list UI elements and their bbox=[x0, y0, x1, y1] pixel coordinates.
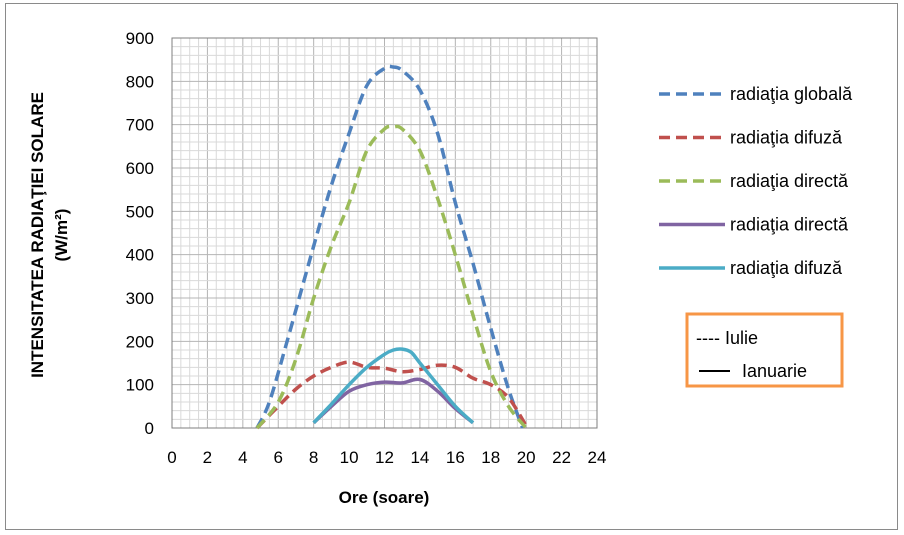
plot-area-border bbox=[171, 37, 598, 429]
x-tick-label: 0 bbox=[167, 448, 176, 467]
x-tick-label: 8 bbox=[309, 448, 318, 467]
series-line-3 bbox=[255, 124, 528, 430]
x-tick-label: 4 bbox=[238, 448, 247, 467]
x-tick-label: 10 bbox=[340, 448, 359, 467]
y-tick-label: 700 bbox=[126, 116, 154, 135]
legend-label-1: radiaţia globală bbox=[730, 84, 853, 104]
note-iulie: ---- Iulie bbox=[696, 328, 758, 348]
series-line-5 bbox=[312, 347, 475, 425]
note-ianuarie: Ianuarie bbox=[742, 361, 807, 381]
x-tick-label: 20 bbox=[517, 448, 536, 467]
x-tick-label: 22 bbox=[552, 448, 571, 467]
legend: radiaţia globală radiaţia difuză radiaţia … bbox=[659, 84, 853, 278]
x-axis-title: Ore (soare) bbox=[339, 488, 430, 507]
grid bbox=[171, 37, 598, 429]
month-note-box: ---- Iulie Ianuarie bbox=[685, 312, 844, 388]
y-tick-label: 400 bbox=[126, 246, 154, 265]
y-axis-title-line1: INTENSITATEA RADIAŢIEI SOLARE bbox=[28, 92, 47, 378]
y-tick-label: 800 bbox=[126, 72, 154, 91]
y-tick-label: 900 bbox=[126, 29, 154, 48]
y-axis-title: INTENSITATEA RADIAŢIEI SOLARE (W/m²) bbox=[28, 92, 71, 378]
series-lines bbox=[255, 64, 528, 430]
legend-label-3: radiaţia directă bbox=[730, 171, 849, 191]
y-tick-label: 300 bbox=[126, 289, 154, 308]
series-line-4 bbox=[312, 377, 475, 425]
y-tick-label: 0 bbox=[145, 419, 154, 438]
x-tick-label: 18 bbox=[481, 448, 500, 467]
x-axis-ticks: 0 2 4 6 8 10 12 14 16 18 20 22 24 bbox=[167, 448, 606, 467]
legend-label-4: radiaţia directă bbox=[730, 215, 849, 235]
legend-label-2: radiaţia difuză bbox=[730, 128, 843, 148]
y-tick-label: 600 bbox=[126, 159, 154, 178]
series-line-1 bbox=[255, 64, 525, 429]
month-note-border bbox=[685, 312, 844, 388]
y-axis-title-line2: (W/m²) bbox=[52, 209, 71, 262]
x-tick-label: 12 bbox=[375, 448, 394, 467]
y-axis-ticks: 0 100 200 300 400 500 600 700 800 900 bbox=[126, 29, 154, 438]
x-tick-label: 16 bbox=[446, 448, 465, 467]
x-tick-label: 2 bbox=[203, 448, 212, 467]
y-tick-label: 200 bbox=[126, 332, 154, 351]
y-tick-label: 100 bbox=[126, 376, 154, 395]
chart-frame bbox=[5, 3, 898, 530]
legend-label-5: radiaţia difuză bbox=[730, 258, 843, 278]
series-line-2 bbox=[255, 360, 528, 430]
x-tick-label: 14 bbox=[410, 448, 429, 467]
x-tick-label: 6 bbox=[274, 448, 283, 467]
x-tick-label: 24 bbox=[588, 448, 607, 467]
y-tick-label: 500 bbox=[126, 202, 154, 221]
